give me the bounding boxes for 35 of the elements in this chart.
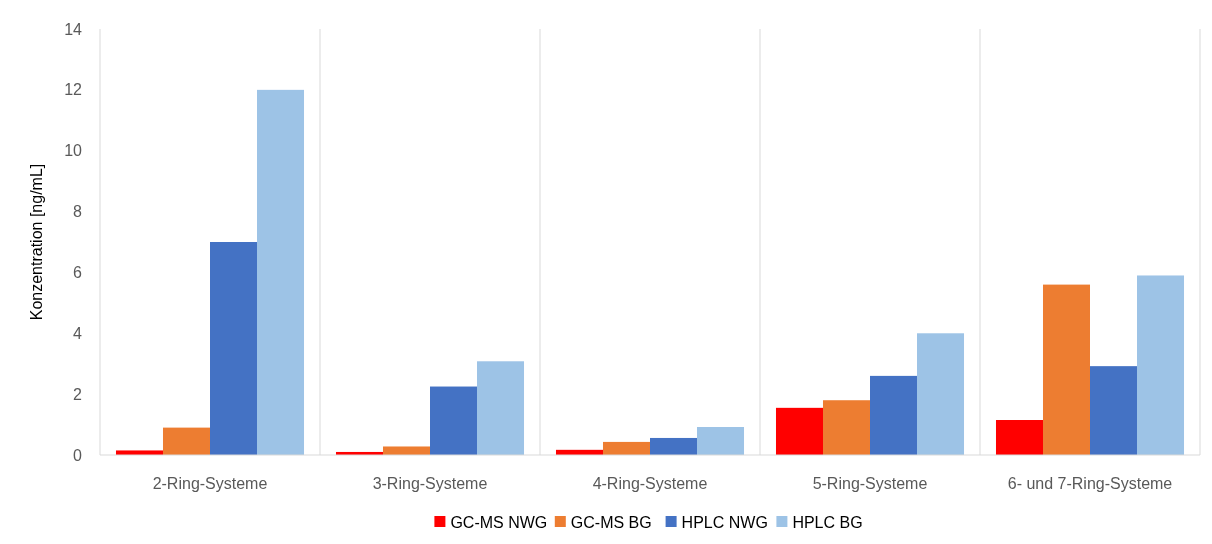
y-tick-label: 10 bbox=[64, 142, 83, 160]
bar bbox=[870, 375, 918, 455]
x-tick-label: 2-Ring-Systeme bbox=[152, 475, 268, 492]
bar bbox=[477, 361, 525, 455]
bar bbox=[257, 89, 305, 455]
y-tick-label: 12 bbox=[64, 81, 83, 99]
bar bbox=[822, 400, 870, 455]
bar bbox=[995, 420, 1043, 455]
bar bbox=[650, 437, 698, 455]
legend-label: GC-MS NWG bbox=[450, 513, 548, 531]
bar bbox=[382, 446, 430, 455]
y-tick-label: 2 bbox=[73, 385, 83, 403]
y-axis-title: Konzentration [ng/mL] bbox=[28, 163, 45, 321]
x-tick-label: 6- und 7-Ring-Systeme bbox=[1007, 475, 1173, 492]
x-tick-label: 4-Ring-Systeme bbox=[592, 475, 708, 492]
legend-label: HPLC BG bbox=[792, 513, 863, 531]
bar bbox=[162, 427, 210, 455]
bar bbox=[1137, 275, 1185, 455]
bar bbox=[1042, 284, 1090, 455]
bar bbox=[430, 386, 478, 455]
y-tick-label: 6 bbox=[73, 264, 83, 282]
x-tick-label: 3-Ring-Systeme bbox=[372, 475, 488, 492]
legend-label: GC-MS BG bbox=[570, 513, 652, 531]
bar bbox=[210, 242, 258, 455]
legend-label: HPLC NWG bbox=[681, 513, 768, 531]
bar bbox=[602, 441, 650, 455]
y-tick-label: 14 bbox=[64, 20, 83, 38]
x-tick-label: 5-Ring-Systeme bbox=[812, 475, 928, 492]
y-tick-label: 0 bbox=[73, 446, 83, 464]
bar bbox=[697, 427, 745, 455]
y-tick-label: 4 bbox=[73, 324, 83, 342]
y-tick-label: 8 bbox=[73, 203, 83, 221]
bar bbox=[775, 407, 823, 455]
bar bbox=[917, 333, 965, 455]
bar bbox=[1090, 366, 1138, 455]
